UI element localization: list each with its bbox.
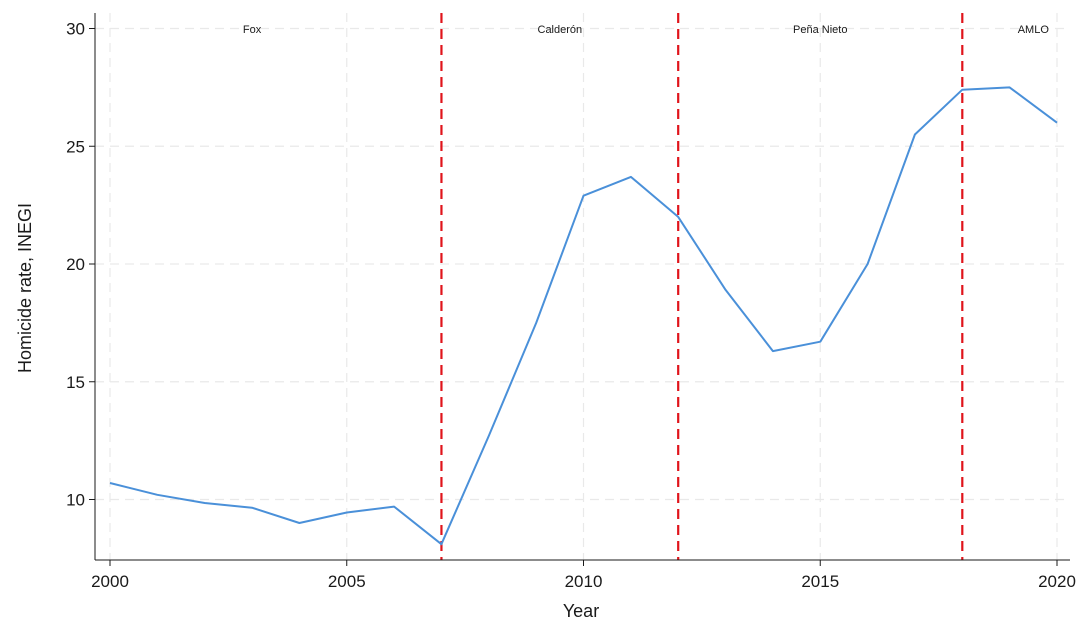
y-tick-label: 15 <box>66 373 85 392</box>
y-tick-label: 10 <box>66 491 85 510</box>
series-layer <box>109 86 1058 546</box>
grid-layer <box>95 13 1070 560</box>
x-tick-label: 2020 <box>1038 572 1076 591</box>
period-label: Fox <box>243 24 262 36</box>
x-axis-title: Year <box>563 601 599 621</box>
period-label: AMLO <box>1018 24 1050 36</box>
y-tick-label: 30 <box>66 20 85 39</box>
x-tick-label: 2000 <box>91 572 129 591</box>
x-tick-label: 2015 <box>801 572 839 591</box>
period-label-layer: Fox Calderón Peña Nieto AMLO <box>243 24 1049 36</box>
y-tick-label: 20 <box>66 255 85 274</box>
x-tick-label: 2005 <box>328 572 366 591</box>
x-tick-label: 2010 <box>565 572 603 591</box>
vertical-line-layer <box>440 13 964 560</box>
axis-layer: 10 15 20 25 30 2000 2005 2010 2015 2020 <box>66 13 1076 591</box>
y-tick-label: 25 <box>66 137 85 156</box>
y-axis-title: Homicide rate, INEGI <box>15 203 35 373</box>
period-label: Peña Nieto <box>793 24 847 36</box>
period-label: Calderón <box>538 24 583 36</box>
homicide-rate-line <box>109 86 1058 546</box>
